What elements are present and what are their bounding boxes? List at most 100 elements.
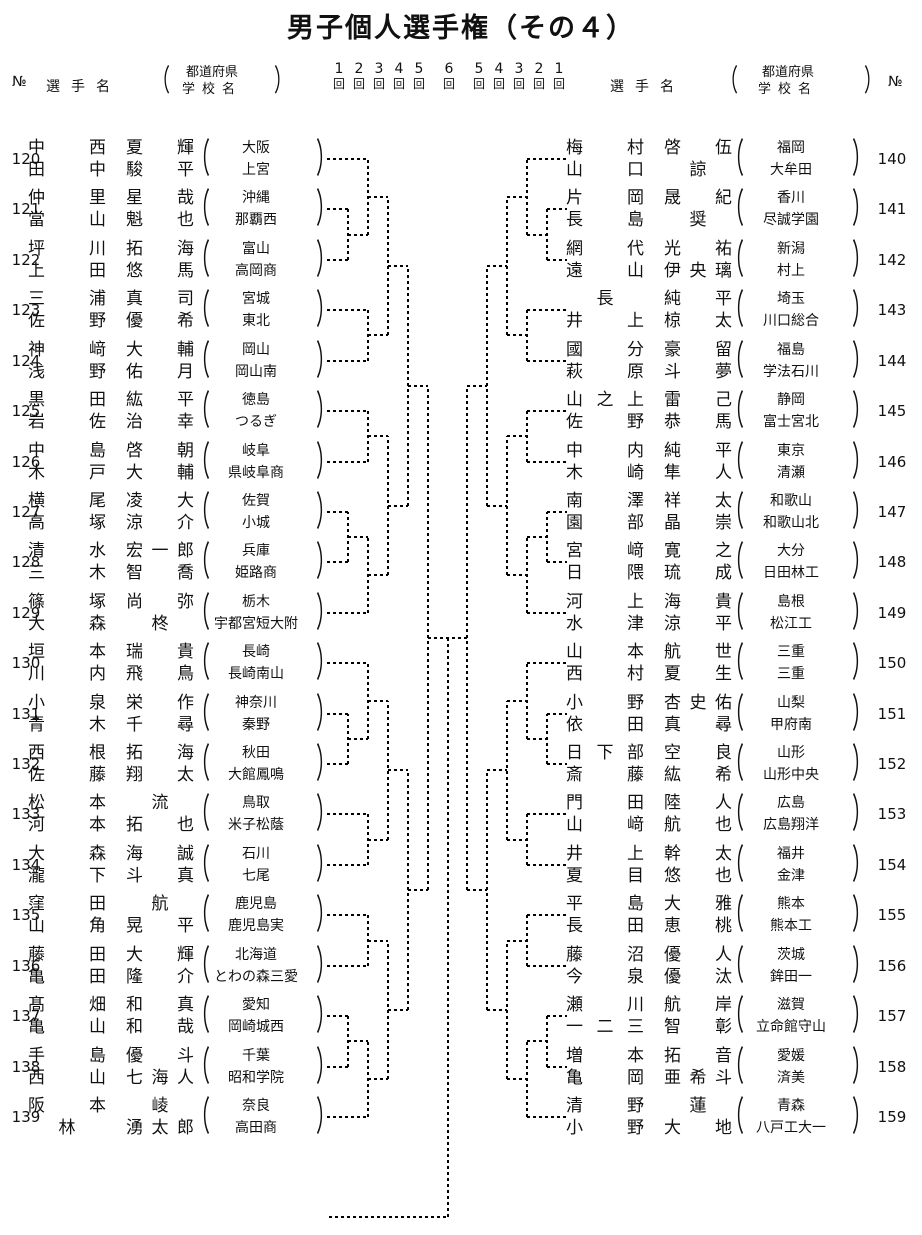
pref-school: 北海道 とわの森三愛 [198,944,314,988]
player-name-2: 青木千尋 [28,714,194,735]
prefecture: 北海道 [235,946,277,963]
entry-number: 134 [11,855,41,874]
player-name-1: 瀬川航岸 [566,995,732,1016]
round-unit: 回 [492,77,505,91]
bracket-entry-123: 123 三浦真司佐野優希（宮城 東北） [8,285,338,337]
bracket-entry-126: 126 中島啓朝木戸大輔（岐阜 県岐阜商） [8,437,338,489]
bracket-hline [327,914,368,917]
school-paren-close: ） [852,488,872,535]
bracket-entry-142: 142 網代光祐遠山伊央璃（新潟 村上） [558,235,918,287]
bracket-vline [526,159,528,235]
school-paren-close: ） [852,287,872,334]
pair-names: 瀬川航岸一二三智彰 [566,994,732,1038]
pair-names: 増本拓音亀岡亜希斗 [566,1045,732,1089]
school-paren-close: ） [852,186,872,233]
bracket-hline [527,863,567,866]
bracket-vline [486,266,488,506]
school-paren-open: （ [190,287,210,334]
pair-names: 篠塚尚弥大森柊 [28,591,194,635]
entry-number: 141 [877,200,907,219]
bracket-hline [547,258,567,261]
player-name-1: 河上海貴 [566,591,732,612]
bracket-hline [327,561,348,564]
school-paren-close: ） [316,388,336,435]
pair-names: 梅村啓伍山口諒 [566,137,732,181]
bracket-entry-150: 150 山本航世西村夏生（三重 三重） [558,638,918,690]
player-name-1: 小泉栄作 [28,692,194,713]
pref-school: 滋賀 立命館守山 [732,994,850,1038]
school-paren-close: ） [852,539,872,586]
player-name-1: 國分豪留 [566,339,732,360]
pref-school: 神奈川 秦野 [198,692,314,736]
bracket-hline [368,195,388,198]
bracket-vline [546,1016,548,1067]
school-name: 広島翔洋 [763,817,819,834]
player-name-1: 中島啓朝 [28,440,194,461]
bracket-entry-133: 133 松本流河本拓也（鳥取 米子松蔭） [8,789,338,841]
player-name-2: 長田恵桃 [566,916,732,937]
bracket-hline [467,384,487,387]
pref-school: 香川 尽誠学園 [732,187,850,231]
player-name-2: 西村夏生 [566,664,732,685]
player-name-1: 門田陸人 [566,793,732,814]
bracket-hline [527,813,567,816]
school-paren-close: ） [852,690,872,737]
prefecture: 沖縄 [242,190,270,207]
pair-names: 平島大雅長田恵桃 [566,893,732,937]
prefecture: 岡山 [242,341,270,358]
entry-number: 145 [877,402,907,421]
school-name: 米子松蔭 [228,817,284,834]
school-paren-close: ） [316,841,336,888]
bracket-hline [527,737,547,740]
prefecture: 青森 [777,1097,805,1114]
bracket-entry-137: 137 髙畑和真亀山和哉（愛知 岡崎城西） [8,991,338,1043]
pair-names: 南澤祥太園部晶崇 [566,490,732,534]
pair-names: 髙畑和真亀山和哉 [28,994,194,1038]
school-paren-open: （ [190,690,210,737]
bracket-entry-154: 154 井上幹太夏目悠也（福井 金津） [558,840,918,892]
school-name: 秦野 [242,716,270,733]
pref-school: 山形 山形中央 [732,742,850,786]
school-name: 大館鳳鳴 [228,767,284,784]
player-name-2: 佐野優希 [28,311,194,332]
bracket-vline [526,915,528,966]
pref-school: 三重 三重 [732,641,850,685]
bracket-vline [546,511,548,563]
pref-school: 山梨 甲府南 [732,692,850,736]
entry-number: 146 [877,452,907,471]
school-paren-open: （ [190,892,210,939]
bracket-entry-129: 129 篠塚尚弥大森柊（栃木 宇都宮短大附） [8,588,338,640]
bracket-vline [526,537,528,613]
school-paren-open: （ [724,136,744,182]
bracket-hline [527,309,567,312]
bracket-hline [507,334,527,337]
bracket-vline [526,814,528,865]
bracket-hline [547,208,567,211]
prefecture: 徳島 [242,392,270,409]
player-name-2: 今泉優汰 [566,966,732,987]
bracket-hline [368,838,388,841]
entry-number: 157 [877,1007,907,1026]
school-name: 山形中央 [763,767,819,784]
player-name-1: 長純平 [596,289,733,310]
bracket-vline [546,209,548,260]
player-name-1: 清野蓮 [566,1095,707,1116]
pref-school: 埼玉 川口総合 [732,288,850,332]
school-paren-close: ） [852,388,872,435]
school-paren-open: （ [724,539,744,586]
pair-names: 西根拓海佐藤翔太 [28,742,194,786]
school-name: 立命館守山 [756,1019,826,1036]
bracket-hline [527,536,547,539]
entry-number: 155 [877,906,907,925]
school-name: 三重 [777,666,805,683]
school-paren-close: ） [316,993,336,1040]
entry-number: 154 [877,855,907,874]
pref-school: 愛媛 済美 [732,1045,850,1089]
bracket-vline [506,436,508,575]
